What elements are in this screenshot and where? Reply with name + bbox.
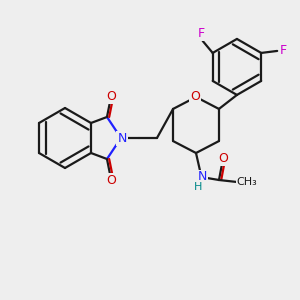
Text: F: F	[198, 27, 205, 40]
Text: N: N	[197, 170, 207, 184]
Text: N: N	[117, 131, 127, 145]
Text: CH₃: CH₃	[237, 177, 257, 187]
Text: H: H	[194, 182, 202, 192]
Text: O: O	[106, 173, 116, 187]
Text: O: O	[190, 89, 200, 103]
Text: F: F	[280, 44, 287, 57]
Text: O: O	[218, 152, 228, 164]
Text: O: O	[106, 89, 116, 103]
